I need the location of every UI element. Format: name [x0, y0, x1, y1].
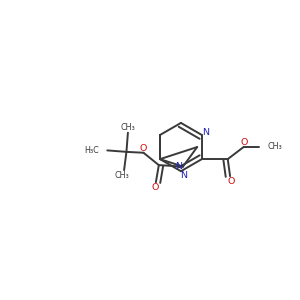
Text: O: O: [227, 177, 235, 186]
Text: CH₃: CH₃: [268, 142, 282, 151]
Text: O: O: [240, 138, 247, 147]
Text: O: O: [152, 183, 159, 192]
Text: N: N: [175, 162, 182, 171]
Text: N: N: [202, 128, 209, 137]
Text: CH₃: CH₃: [121, 123, 135, 132]
Text: CH₃: CH₃: [114, 171, 129, 180]
Text: H₃C: H₃C: [84, 146, 99, 155]
Text: O: O: [140, 144, 147, 153]
Text: N: N: [180, 171, 187, 180]
